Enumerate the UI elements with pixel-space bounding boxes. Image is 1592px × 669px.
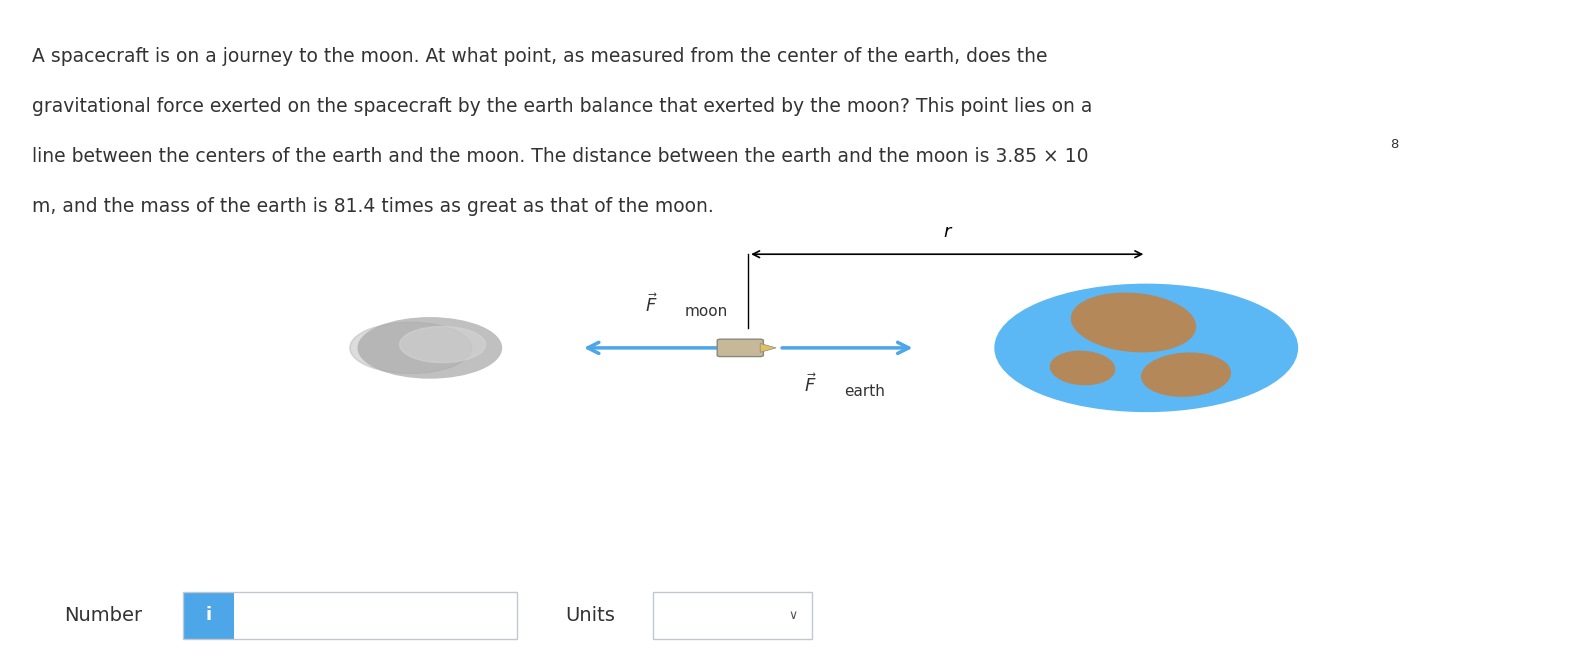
Ellipse shape <box>1051 351 1114 385</box>
Text: $\vec{F}$: $\vec{F}$ <box>645 293 657 316</box>
FancyBboxPatch shape <box>234 593 516 638</box>
Circle shape <box>995 284 1297 411</box>
Circle shape <box>350 322 471 373</box>
Text: ∨: ∨ <box>788 609 798 622</box>
Text: m, and the mass of the earth is 81.4 times as great as that of the moon.: m, and the mass of the earth is 81.4 tim… <box>32 197 713 216</box>
Circle shape <box>400 326 486 363</box>
Text: r: r <box>944 223 950 241</box>
FancyBboxPatch shape <box>653 592 812 639</box>
FancyBboxPatch shape <box>183 592 234 639</box>
Ellipse shape <box>1141 353 1231 396</box>
Text: Units: Units <box>565 606 615 625</box>
Text: Number: Number <box>64 606 142 625</box>
Text: line between the centers of the earth and the moon. The distance between the ear: line between the centers of the earth an… <box>32 147 1089 166</box>
Text: $\vec{F}$: $\vec{F}$ <box>804 373 817 396</box>
Text: moon: moon <box>685 304 728 318</box>
Polygon shape <box>761 343 777 353</box>
Ellipse shape <box>1071 293 1196 352</box>
Circle shape <box>995 284 1297 411</box>
FancyBboxPatch shape <box>716 339 764 357</box>
Text: earth: earth <box>844 384 885 399</box>
Circle shape <box>358 318 501 378</box>
Text: 8: 8 <box>1390 138 1398 151</box>
Text: A spacecraft is on a journey to the moon. At what point, as measured from the ce: A spacecraft is on a journey to the moon… <box>32 47 1048 66</box>
Text: i: i <box>205 607 212 624</box>
Text: gravitational force exerted on the spacecraft by the earth balance that exerted : gravitational force exerted on the space… <box>32 97 1092 116</box>
